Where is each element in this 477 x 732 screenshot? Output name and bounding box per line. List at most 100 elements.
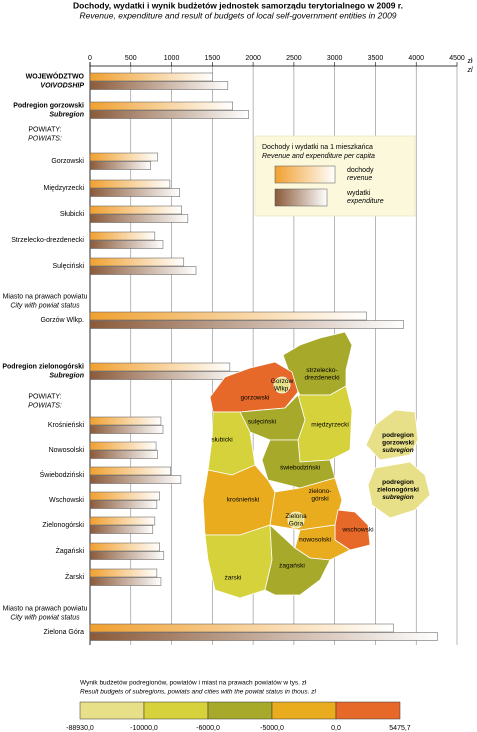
category-label: Miasto na prawach powiatu <box>3 605 88 612</box>
scale-bound: -6000,0 <box>196 725 220 732</box>
category-label: Słubicki <box>60 211 85 218</box>
map-label: zielonogórski <box>377 487 419 494</box>
bar <box>89 441 157 451</box>
bar <box>89 475 182 484</box>
map-region <box>239 394 306 441</box>
category-label: Gorzowski <box>51 158 84 165</box>
category-label-en: City with powiat status <box>10 614 80 621</box>
map-label: subregion <box>382 447 413 454</box>
legend-swatch <box>274 188 328 207</box>
x-tick-label: 2500 <box>286 55 302 62</box>
map-label: międzyrzecki <box>311 422 349 429</box>
scale-swatch <box>335 701 401 720</box>
chart-subtitle: Revenue, expenditure and result of budge… <box>79 10 396 20</box>
scale-swatch <box>271 701 337 720</box>
category-label-en: VOIVODSHIP <box>40 82 84 89</box>
category-label: Żagański <box>56 546 85 555</box>
x-tick-label: 500 <box>125 55 137 62</box>
category-label: Sulęciński <box>52 263 84 270</box>
scale-bound: 5475,7 <box>389 725 411 732</box>
bar <box>89 81 229 90</box>
chart-title: Dochody, wydatki i wynik budżetów jednos… <box>73 0 403 10</box>
bar <box>89 632 438 641</box>
axis-unit: zł <box>467 58 473 65</box>
map-label: żarski <box>225 575 242 582</box>
bar <box>89 516 156 526</box>
bar <box>89 525 154 534</box>
map-region <box>287 511 305 529</box>
scale-swatch <box>79 701 145 720</box>
bar <box>89 179 171 189</box>
category-label: Gorzów Wlkp. <box>40 317 84 324</box>
bar <box>89 450 158 459</box>
map-label: nowosolski <box>299 537 331 544</box>
legend-label-en: revenue <box>347 175 372 182</box>
legend-title: Dochody i wydatki na 1 mieszkańca <box>262 144 373 151</box>
category-label: Miasto na prawach powiatu <box>3 293 88 300</box>
bar <box>89 266 197 275</box>
bar <box>89 425 164 434</box>
bar <box>89 311 367 321</box>
map-label: żagański <box>279 563 305 570</box>
category-label: Strzelecko-drezdenecki <box>11 237 84 244</box>
bar <box>89 491 160 501</box>
bar <box>89 466 171 476</box>
category-label: WOJEWÓDZTWO <box>26 71 85 80</box>
axis-unit-en: zl <box>466 67 473 74</box>
category-label-en: Subregion <box>49 111 84 118</box>
bar <box>89 551 165 560</box>
category-label-en: POWIATS: <box>28 135 62 142</box>
bar <box>89 214 189 223</box>
bar <box>89 231 156 241</box>
scale-swatch <box>143 701 209 720</box>
category-label: Podregion gorzowski <box>13 102 84 109</box>
map-region <box>367 461 431 519</box>
map-label: Góra <box>289 520 304 527</box>
map-region <box>365 409 419 461</box>
map-region <box>264 524 331 596</box>
category-label: Zielonogórski <box>42 522 84 529</box>
category-label: Międzyrzecki <box>44 185 85 192</box>
map-label: gorzowski <box>241 395 270 402</box>
map-label: zielono- <box>309 488 332 495</box>
bar <box>89 362 231 372</box>
category-label: Żarski <box>65 572 85 581</box>
map-label: krośnieński <box>227 497 260 504</box>
map-label: Wlkp. <box>274 385 290 392</box>
category-label-en: POWIATS: <box>28 402 62 409</box>
category-label: POWIATY: <box>28 393 61 400</box>
map-label: gorzowski <box>382 440 414 447</box>
bar <box>89 72 213 82</box>
bar <box>89 188 180 197</box>
map-label: wschowski <box>341 527 373 534</box>
x-tick-label: 3500 <box>368 55 384 62</box>
map-label: górski <box>311 495 328 502</box>
bar <box>89 568 158 578</box>
x-tick-label: 4500 <box>449 55 465 62</box>
map-label: drezdenecki <box>304 374 339 381</box>
map-label: Zielona <box>285 513 307 520</box>
legend-label: wydatki <box>346 190 371 197</box>
category-label-en: City with powiat status <box>10 302 80 309</box>
x-tick-label: 0 <box>88 55 92 62</box>
scale-title: Wynik budżetów podregionów, powiatów i m… <box>80 680 307 687</box>
bar <box>89 320 404 329</box>
category-label-en: Subregion <box>49 372 84 379</box>
bar <box>89 110 249 119</box>
map-label: słubicki <box>211 437 232 444</box>
legend-label: dochody <box>347 167 374 174</box>
scale-bound: -10000,0 <box>130 725 158 732</box>
scale-title-en: Result budgets of subregions, powiats an… <box>80 689 316 696</box>
map-label: strzelecko- <box>306 367 337 374</box>
map-label: podregion <box>382 432 414 439</box>
bar <box>89 371 242 380</box>
map-region <box>204 524 273 599</box>
bar <box>89 416 162 426</box>
bar <box>89 101 233 111</box>
scale-bound: -88930,0 <box>66 725 94 732</box>
x-tick-label: 1500 <box>205 55 221 62</box>
map-label: subregion <box>382 494 413 501</box>
bar <box>89 205 182 215</box>
legend-label-en: expenditure <box>347 198 384 205</box>
x-tick-label: 4000 <box>408 55 424 62</box>
